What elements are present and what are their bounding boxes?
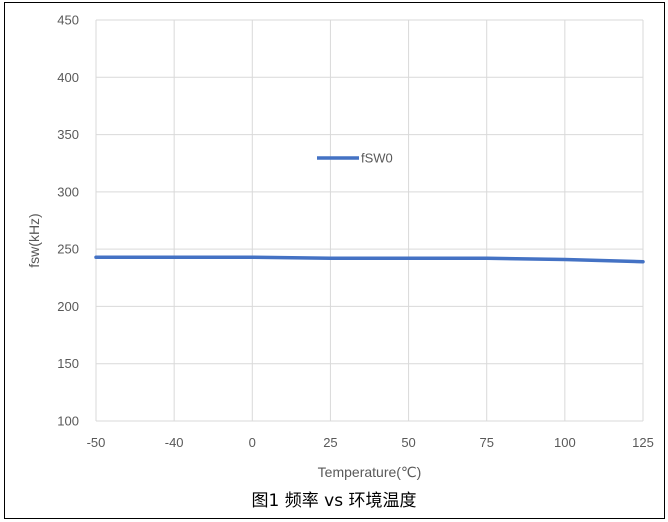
y-tick-label: 350 xyxy=(57,127,79,142)
x-tick-label: 125 xyxy=(632,435,654,450)
x-tick-label: 75 xyxy=(479,435,493,450)
y-tick-label: 100 xyxy=(57,414,79,429)
x-axis-label: Temperature(℃) xyxy=(318,464,422,480)
series-lines xyxy=(94,255,645,264)
figure-caption: 图1 频率 vs 环境温度 xyxy=(251,491,417,511)
x-tick-label: -40 xyxy=(165,435,184,450)
x-tick-label: 25 xyxy=(323,435,337,450)
y-tick-label: 400 xyxy=(57,70,79,85)
line-chart: 100 150 200 250 300 350 400 450 -50 -40 0 25 50 75 100… xyxy=(26,13,654,481)
legend: fSW0 xyxy=(317,151,393,166)
x-tick-label: 50 xyxy=(401,435,415,450)
y-tick-label: 250 xyxy=(57,242,79,257)
legend-label: fSW0 xyxy=(361,151,393,166)
y-axis-label: fsw(kHz) xyxy=(26,213,42,267)
x-tick-label: 100 xyxy=(554,435,576,450)
tick-labels: 100 150 200 250 300 350 400 450 -50 -40 0 25 50 75 100… xyxy=(57,13,654,451)
y-tick-label: 300 xyxy=(57,184,79,199)
y-tick-label: 200 xyxy=(57,299,79,314)
y-tick-label: 150 xyxy=(57,356,79,371)
series-line-fSW0 xyxy=(94,255,645,264)
y-tick-label: 450 xyxy=(57,13,79,28)
x-tick-label: 0 xyxy=(249,435,256,450)
x-tick-label: -50 xyxy=(87,435,106,450)
gridlines xyxy=(95,19,644,422)
